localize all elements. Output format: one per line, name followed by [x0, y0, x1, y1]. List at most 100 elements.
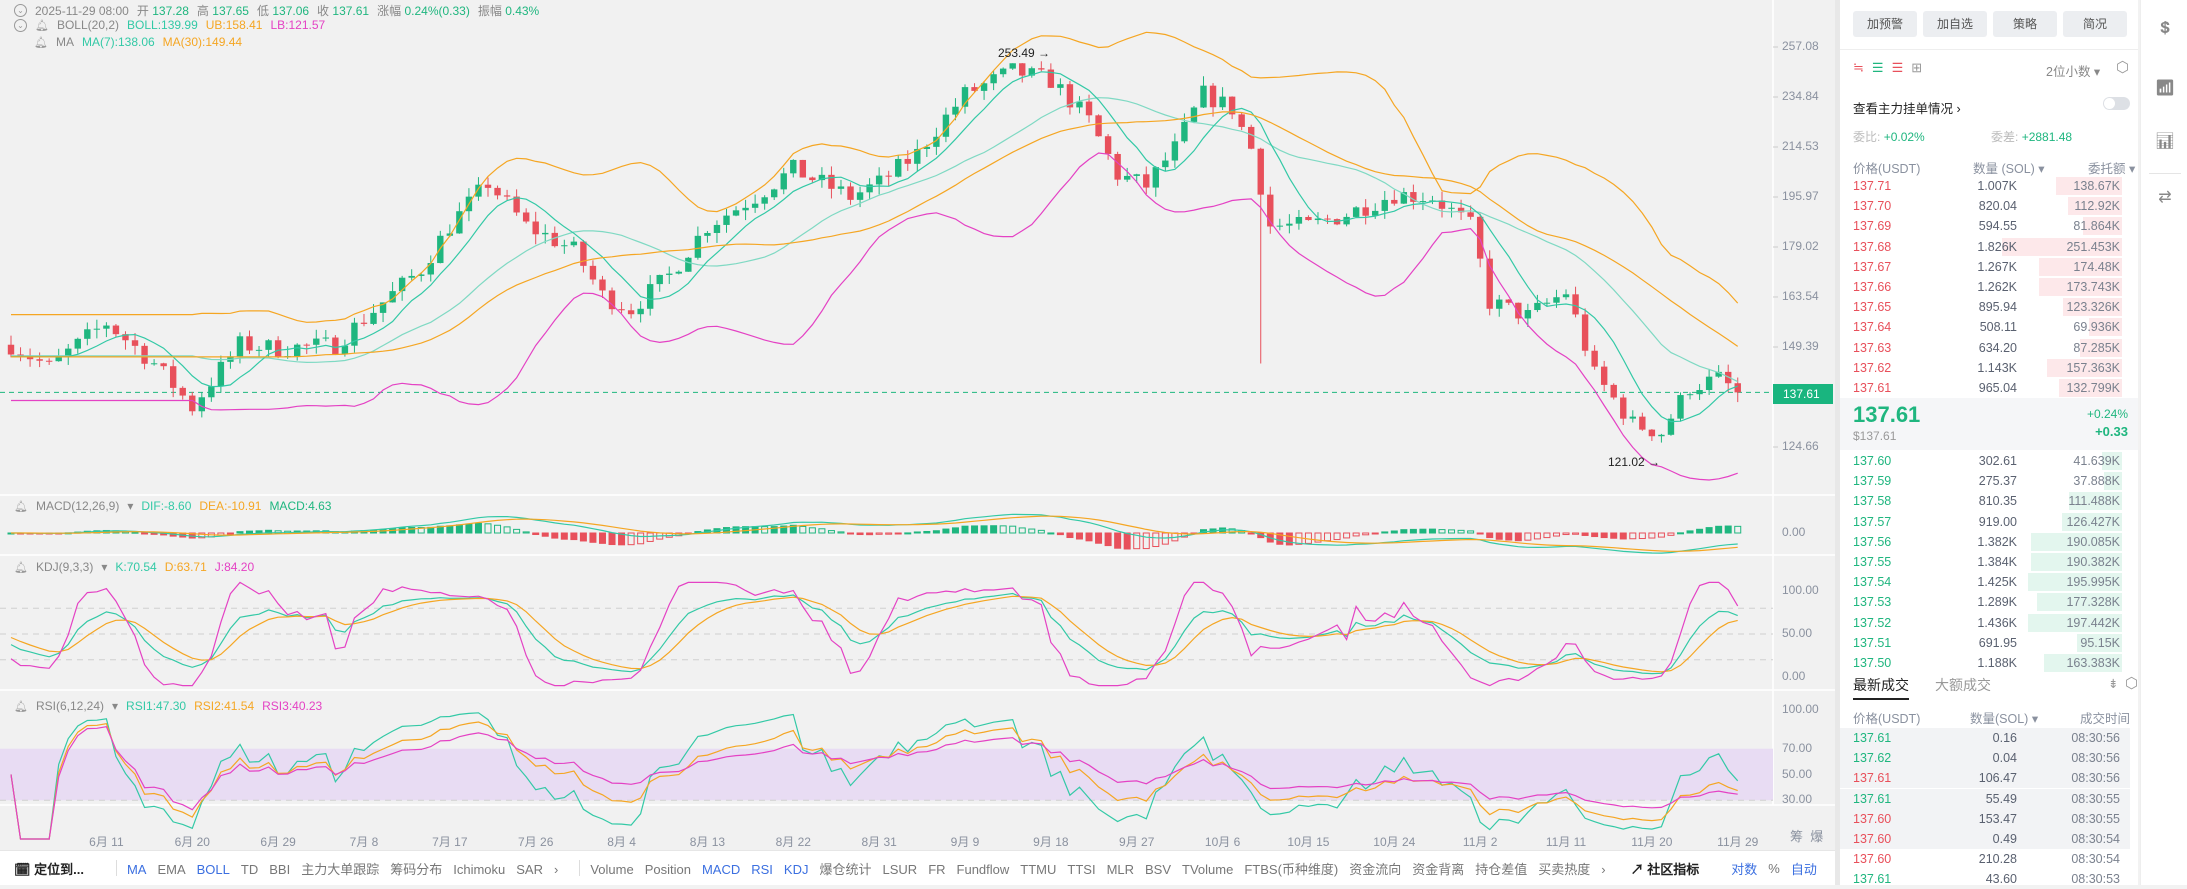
ask-row[interactable]: 137.64 508.11 69.936K [1840, 317, 2130, 337]
candle[interactable] [675, 270, 682, 275]
bid-row[interactable]: 137.52 1.436K 197.442K [1840, 613, 2130, 633]
indicator-main-button[interactable]: BOLL [196, 861, 230, 877]
indicator-sub-button[interactable]: 持仓差值 [1475, 861, 1528, 877]
candle[interactable] [732, 206, 740, 217]
candle[interactable] [1467, 205, 1474, 220]
candle[interactable] [1419, 192, 1427, 211]
candle[interactable] [1696, 384, 1703, 400]
candle[interactable] [1305, 215, 1312, 221]
bid-row[interactable]: 137.55 1.384K 190.382K [1840, 552, 2130, 572]
bid-row[interactable]: 137.60 302.61 41.639K [1840, 451, 2130, 471]
candle[interactable] [809, 176, 816, 183]
candle[interactable] [122, 331, 129, 350]
candle[interactable] [313, 329, 320, 354]
kdj-name[interactable]: KDJ(9,3,3) [35, 560, 94, 574]
strategy-button[interactable]: 策略 [1993, 11, 2057, 37]
settings-icon[interactable]: ⬡ [2116, 59, 2130, 76]
bid-row[interactable]: 137.56 1.382K 190.085K [1840, 532, 2130, 552]
candle[interactable] [790, 159, 797, 178]
locate-button[interactable]: 🗓︎ 定位到... [14, 861, 84, 877]
indicator-main-button[interactable]: Ichimoku [453, 861, 506, 877]
candle[interactable] [1238, 112, 1245, 131]
candle[interactable] [799, 159, 807, 178]
community-indicators-button[interactable]: ↗ 社区指标 [1630, 861, 1700, 877]
indicator-sub-button[interactable]: RSI [751, 861, 773, 877]
candle[interactable] [1429, 195, 1436, 205]
col-amount[interactable]: 委托额 ▾ [2088, 162, 2136, 176]
candle[interactable] [494, 185, 501, 200]
candle[interactable] [599, 275, 606, 298]
candle[interactable] [1324, 214, 1331, 225]
candle[interactable] [1667, 414, 1675, 436]
candle[interactable] [608, 287, 616, 315]
candle[interactable] [1047, 63, 1055, 89]
candle[interactable] [1114, 151, 1121, 186]
dropdown-icon[interactable]: ▾ [112, 699, 119, 713]
candle[interactable] [1171, 133, 1179, 168]
add-alert-button[interactable]: 加预警 [1853, 11, 1917, 37]
rsi-name[interactable]: RSI(6,12,24) [35, 699, 105, 713]
candle[interactable] [637, 301, 644, 323]
candle[interactable] [1200, 76, 1207, 109]
indicator-main-button[interactable]: MA [126, 861, 147, 877]
candle[interactable] [561, 239, 568, 254]
candle[interactable] [875, 167, 883, 195]
indicator-sub-button[interactable]: Position [644, 861, 691, 877]
candle[interactable] [580, 239, 587, 273]
panel-collapse-strip[interactable] [1835, 0, 1840, 885]
chart-growth-icon[interactable]: 📶︎ [2154, 80, 2176, 97]
candle[interactable] [45, 358, 53, 365]
candle[interactable] [294, 343, 301, 361]
candle[interactable] [1410, 184, 1417, 210]
indicator-sub-button[interactable]: MLR [1106, 861, 1135, 877]
candle[interactable] [112, 324, 120, 338]
log-scale-button[interactable]: 对数 [1731, 861, 1758, 877]
liquidation-button[interactable]: 爆 [1810, 829, 1824, 844]
macd-name[interactable]: MACD(12,26,9) [35, 499, 120, 513]
candle[interactable] [723, 208, 730, 233]
candle[interactable] [1705, 368, 1713, 395]
candle[interactable] [952, 98, 959, 121]
candle[interactable] [265, 339, 272, 359]
candle[interactable] [1219, 87, 1226, 110]
candle[interactable] [1610, 383, 1617, 400]
main-orders-toggle[interactable] [2103, 97, 2130, 110]
book-add-icon[interactable]: ⊞ [1911, 60, 1931, 75]
candle[interactable] [93, 319, 101, 339]
candle[interactable] [1524, 303, 1532, 328]
candle[interactable] [1686, 392, 1694, 400]
overview-button[interactable]: 简况 [2063, 11, 2127, 37]
candle[interactable] [885, 170, 892, 187]
candle[interactable] [1019, 63, 1026, 83]
indicator-main-button[interactable]: 主力大单跟踪 [301, 861, 380, 877]
tab-latest-trades[interactable]: 最新成交 [1853, 677, 1909, 693]
candle[interactable] [1209, 83, 1217, 117]
bid-row[interactable]: 137.51 691.95 95.15K [1840, 633, 2130, 653]
ask-row[interactable]: 137.63 634.20 87.285K [1840, 338, 2130, 358]
indicator-main-button[interactable]: SAR [516, 861, 543, 877]
candle[interactable] [847, 182, 854, 205]
candle[interactable] [160, 362, 167, 370]
candle[interactable] [980, 80, 988, 100]
candle[interactable] [217, 355, 225, 393]
candle[interactable] [999, 67, 1007, 78]
swap-icon[interactable]: ⇄ [2158, 189, 2172, 206]
candle[interactable] [1276, 218, 1284, 231]
candle[interactable] [198, 392, 205, 418]
bell-icon[interactable]: 🔔︎ [34, 36, 48, 49]
candle[interactable] [837, 179, 845, 195]
collapse-icon[interactable]: ⌄ [14, 4, 27, 17]
candle[interactable] [828, 166, 835, 199]
indicator-sub-button[interactable]: 资金背离 [1412, 861, 1465, 877]
indicator-sub-button[interactable]: TTMU [1020, 861, 1057, 877]
trade-col-qty[interactable]: 数量(SOL) ▾ [1970, 712, 2039, 726]
candle[interactable] [1228, 96, 1236, 120]
candle[interactable] [503, 189, 511, 201]
candle[interactable] [322, 329, 330, 342]
candle[interactable] [169, 359, 177, 398]
book-asks-icon[interactable]: ☰ [1891, 60, 1912, 75]
tab-large-trades[interactable]: 大额成交 [1935, 677, 1991, 693]
add-watchlist-button[interactable]: 加自选 [1923, 11, 1987, 37]
indicator-sub-button[interactable]: 买卖热度 [1538, 861, 1591, 877]
candle[interactable] [1190, 105, 1198, 124]
